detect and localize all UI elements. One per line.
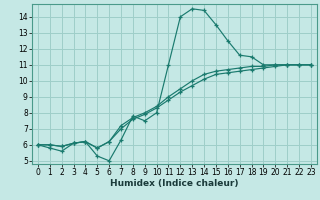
X-axis label: Humidex (Indice chaleur): Humidex (Indice chaleur) [110,179,239,188]
